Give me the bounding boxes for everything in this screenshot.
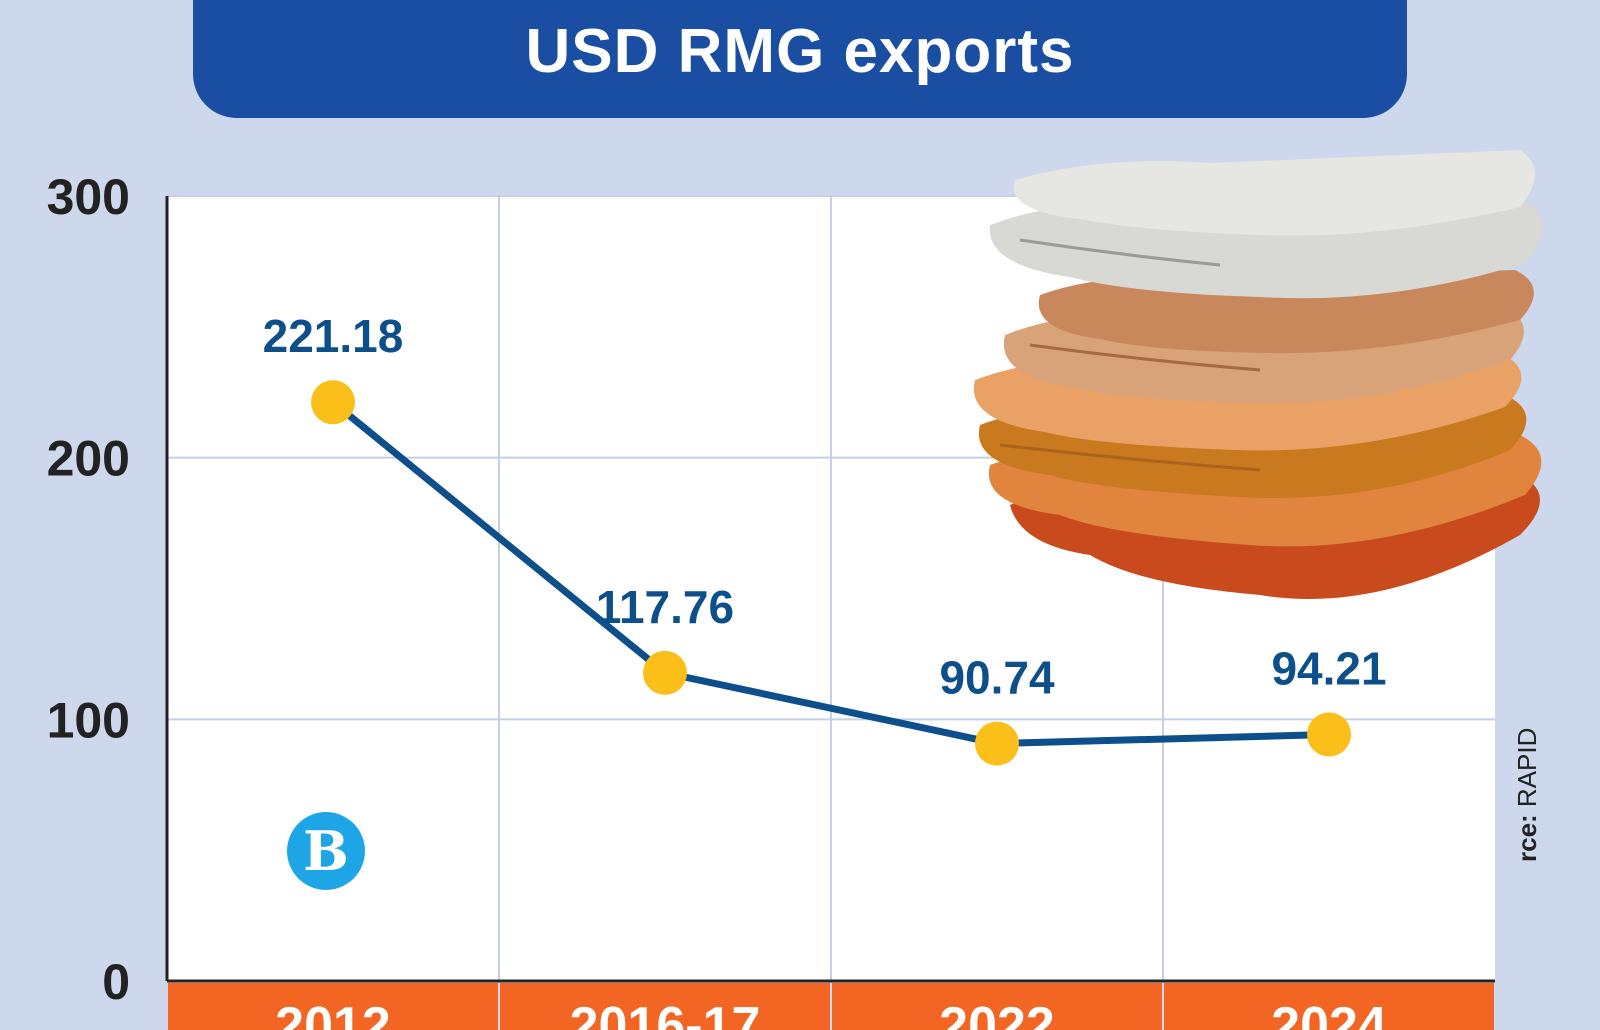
category-bar-0 (168, 983, 498, 1030)
folded-clothes-stack-illustration (973, 150, 1543, 599)
data-point-0 (311, 380, 355, 425)
category-bar-3 (1164, 983, 1494, 1030)
data-label-2: 90.74 (939, 652, 1055, 704)
data-label-3: 94.21 (1271, 642, 1386, 694)
x-category-label-1: 2016-17 (570, 997, 761, 1030)
chart-title: USD RMG exports (525, 17, 1075, 86)
source-prefix: rce: (1512, 814, 1542, 862)
data-point-1 (643, 650, 687, 695)
x-category-label-2: 2022 (939, 997, 1055, 1030)
data-point-2 (975, 721, 1019, 766)
data-label-1: 117.76 (596, 581, 734, 633)
title-banner: USD RMG exports (193, 0, 1407, 118)
source-name: RAPID (1512, 727, 1542, 808)
x-category-label-0: 2012 (275, 997, 391, 1030)
data-point-3 (1307, 712, 1351, 757)
y-tick-label-2: 200 (47, 431, 130, 487)
source-label: rce: RAPID (1512, 702, 1544, 862)
y-tick-label-0: 0 (102, 954, 130, 1010)
series-line (330, 399, 1330, 748)
data-label-0: 221.18 (263, 310, 404, 362)
category-bar-2 (832, 983, 1162, 1030)
x-category-label-3: 2024 (1271, 997, 1387, 1030)
category-bar-1 (500, 983, 830, 1030)
y-tick-label-3: 300 (47, 169, 130, 225)
y-tick-label-1: 100 (47, 692, 130, 748)
publisher-logo: B (287, 812, 365, 890)
